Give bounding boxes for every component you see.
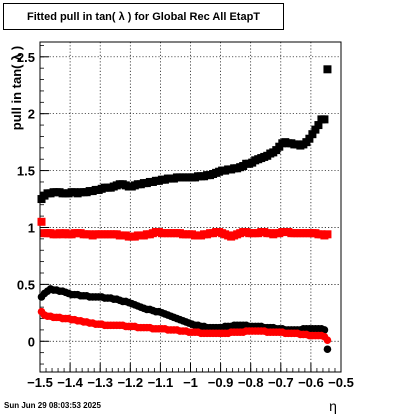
series-0 bbox=[37, 65, 332, 204]
x-tick-label: −0.9 bbox=[208, 375, 234, 390]
data-point-square bbox=[323, 65, 332, 74]
data-point-square bbox=[314, 121, 323, 130]
y-tick-label: 1.5 bbox=[17, 164, 35, 179]
footer-timestamp: Sun Jun 29 08:03:53 2025 bbox=[4, 401, 101, 410]
x-tick-label: −1.4 bbox=[57, 375, 83, 390]
data-point-square bbox=[311, 125, 320, 134]
data-point-square bbox=[308, 130, 317, 139]
data-point-square bbox=[323, 230, 332, 239]
chart-title: Fitted pull in tan( λ ) for Global Rec A… bbox=[3, 3, 284, 30]
y-tick-label: 1 bbox=[28, 220, 35, 235]
series-1 bbox=[37, 217, 332, 241]
data-point-square bbox=[305, 134, 314, 143]
data-point-square bbox=[37, 217, 46, 226]
x-axis-label: η bbox=[329, 398, 337, 414]
data-point-square bbox=[320, 115, 329, 124]
data-point-circle bbox=[323, 345, 332, 354]
x-tick-label: −0.5 bbox=[328, 375, 354, 390]
x-tick-label: −0.8 bbox=[238, 375, 264, 390]
data-point-circle bbox=[320, 326, 329, 334]
series-2 bbox=[37, 285, 332, 354]
y-tick-label: 0 bbox=[28, 334, 35, 349]
x-tick-label: −0.6 bbox=[298, 375, 324, 390]
y-tick-label: 2.5 bbox=[17, 50, 35, 65]
y-tick-label: 0.5 bbox=[17, 277, 35, 292]
y-axis-label: pull in tan( λ ) bbox=[9, 46, 24, 131]
x-tick-label: −1.3 bbox=[87, 375, 113, 390]
x-tick-label: −1.5 bbox=[27, 375, 53, 390]
x-tick-label: −1.2 bbox=[117, 375, 143, 390]
data-series bbox=[37, 65, 332, 354]
data-point-circle bbox=[323, 336, 332, 344]
grid-lines bbox=[40, 42, 341, 372]
x-tick-label: −0.7 bbox=[268, 375, 294, 390]
series-3 bbox=[37, 307, 332, 344]
axes: −1.5 −1.4 −1.3 −1.2 −1.1 −1 −0.9 −0.8 −0.7 −0.6 −0… bbox=[17, 45, 354, 390]
x-tick-label: −1.1 bbox=[148, 375, 174, 390]
x-tick-label: −1 bbox=[183, 375, 198, 390]
y-tick-label: 2 bbox=[28, 107, 35, 122]
